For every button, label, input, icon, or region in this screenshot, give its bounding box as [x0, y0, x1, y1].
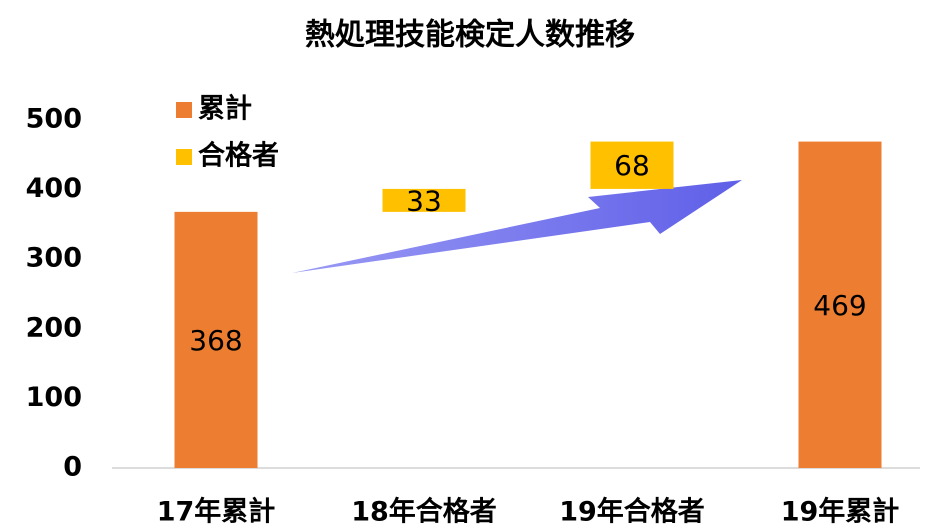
bar — [174, 211, 258, 468]
value-label: 33 — [406, 184, 442, 217]
value-label: 469 — [813, 289, 866, 322]
legend-swatch — [176, 102, 192, 118]
value-label: 368 — [189, 324, 242, 357]
bar — [382, 188, 466, 212]
bar — [798, 141, 882, 469]
x-tick-label: 19年累計 — [781, 496, 900, 528]
legend-swatch — [176, 149, 192, 165]
trend-arrow — [292, 180, 742, 273]
x-tick-label: 17年累計 — [157, 496, 276, 528]
value-label: 68 — [614, 149, 650, 182]
y-tick-label: 100 — [26, 382, 82, 413]
y-tick-label: 400 — [26, 173, 82, 204]
x-tick-label: 18年合格者 — [351, 496, 497, 528]
y-tick-label: 200 — [26, 312, 82, 343]
chart-title: 熱処理技能検定人数推移 — [305, 18, 635, 53]
x-tick-label: 19年合格者 — [559, 496, 705, 528]
legend-label: 合格者 — [198, 140, 279, 172]
y-tick-label: 500 — [26, 104, 82, 135]
legend-label: 累計 — [198, 93, 252, 125]
y-tick-label: 300 — [26, 243, 82, 274]
bar — [590, 141, 674, 189]
y-tick-label: 0 — [63, 452, 82, 483]
